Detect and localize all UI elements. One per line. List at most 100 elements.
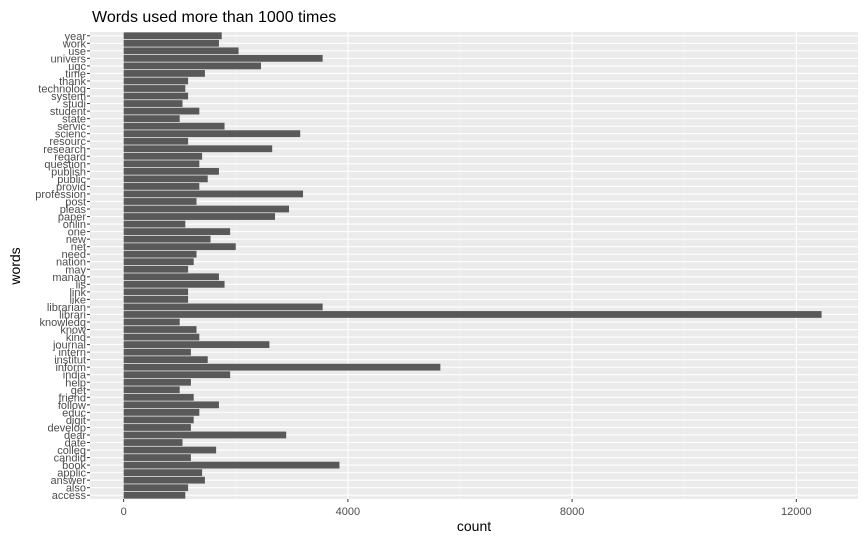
- bar-research: [123, 145, 273, 153]
- x-tick-label: 0: [121, 506, 127, 518]
- y-tick-label-develop: develop: [47, 422, 86, 434]
- y-tick-label-applic: applic: [57, 468, 86, 480]
- y-tick-label-year: year: [65, 31, 87, 43]
- y-tick-label-educ: educ: [62, 407, 86, 419]
- y-tick-label-state: state: [62, 114, 86, 126]
- bar-book: [123, 461, 340, 469]
- chart-title: Words used more than 1000 times: [92, 9, 336, 26]
- bar-nation: [123, 258, 194, 266]
- y-tick-label-friend: friend: [58, 392, 86, 404]
- y-tick-label-india: india: [63, 370, 87, 382]
- y-tick-label-dear: dear: [64, 430, 86, 442]
- y-tick-label-studi: studi: [63, 99, 86, 111]
- y-tick-label-institut: institut: [54, 355, 86, 367]
- plot-panel: [90, 32, 858, 499]
- y-tick-label-question: question: [44, 159, 86, 171]
- y-tick-label-work: work: [62, 38, 87, 50]
- y-tick-label-librarian: librarian: [47, 302, 86, 314]
- bar-post: [123, 198, 197, 205]
- bar-follow: [123, 401, 219, 409]
- bar-state: [123, 115, 180, 123]
- y-axis-ticks: accessalsoanswerapplicbookcandidcollegda…: [35, 31, 90, 502]
- bar-question: [123, 160, 200, 168]
- y-tick-label-kind: kind: [66, 332, 86, 344]
- y-tick-label-manag: manag: [52, 272, 86, 284]
- y-tick-label-pleas: pleas: [60, 204, 87, 216]
- bar-like: [123, 296, 189, 303]
- bar-knowledg: [123, 318, 180, 326]
- y-tick-label-answer: answer: [51, 475, 87, 487]
- y-tick-label-profession: profession: [35, 189, 86, 201]
- bar-date: [123, 439, 183, 446]
- bar-servic: [123, 122, 225, 130]
- bar-manag: [123, 273, 219, 281]
- y-tick-label-inform: inform: [55, 362, 86, 374]
- bar-regard: [123, 152, 203, 160]
- bar-also: [123, 484, 189, 492]
- y-tick-label-librari: librari: [59, 309, 86, 321]
- bar-get: [123, 386, 180, 394]
- bar-thank: [123, 77, 189, 85]
- x-tick-label: 4000: [336, 506, 360, 518]
- x-axis-label: count: [457, 518, 491, 534]
- y-tick-label-help: help: [65, 377, 86, 389]
- bar-work: [123, 39, 219, 47]
- bar-lis: [123, 280, 225, 288]
- bar-one: [123, 228, 231, 235]
- y-tick-label-scienc: scienc: [55, 129, 87, 141]
- y-axis-label: words: [7, 247, 23, 285]
- bar-studi: [123, 100, 183, 107]
- y-tick-label-onlin: onlin: [63, 219, 86, 231]
- bar-new: [123, 235, 211, 243]
- bar-intern: [123, 348, 191, 356]
- y-tick-label-need: need: [62, 249, 86, 261]
- y-tick-label-student: student: [50, 106, 86, 118]
- bar-institut: [123, 356, 208, 364]
- y-tick-label-digit: digit: [66, 415, 86, 427]
- x-tick-label: 12000: [781, 506, 812, 518]
- bar-student: [123, 107, 200, 115]
- bar-resourc: [123, 137, 189, 145]
- y-tick-label-publish: publish: [51, 166, 86, 178]
- y-tick-label-servic: servic: [57, 121, 86, 133]
- bar-applic: [123, 469, 203, 477]
- y-tick-label-resourc: resourc: [49, 136, 86, 148]
- bar-publish: [123, 167, 219, 175]
- y-tick-label-time: time: [65, 68, 86, 80]
- bar-candid: [123, 454, 191, 461]
- bar-access: [123, 491, 186, 499]
- bar-digit: [123, 416, 194, 424]
- y-tick-label-technolog: technolog: [38, 83, 86, 95]
- y-tick-label-may: may: [65, 264, 86, 276]
- y-tick-label-provid: provid: [56, 181, 86, 193]
- y-tick-label-system: system: [51, 91, 86, 103]
- bar-onlin: [123, 220, 186, 228]
- bar-may: [123, 265, 189, 273]
- bar-librari: [123, 311, 822, 318]
- bar-technolog: [123, 85, 186, 92]
- y-tick-label-lis: lis: [76, 279, 87, 291]
- x-axis-ticks: 0 4000 8000 12000: [121, 499, 812, 518]
- y-tick-label-also: also: [66, 483, 86, 495]
- bar-educ: [123, 408, 200, 416]
- y-tick-label-date: date: [65, 438, 86, 450]
- y-tick-label-book: book: [62, 460, 86, 472]
- bar-dear: [123, 431, 287, 439]
- y-tick-label-follow: follow: [58, 400, 86, 412]
- y-tick-label-univers: univers: [51, 53, 87, 65]
- bar-year: [123, 32, 222, 40]
- bar-paper: [123, 213, 275, 220]
- y-tick-label-paper: paper: [58, 212, 86, 224]
- y-tick-label-access: access: [52, 490, 87, 502]
- y-tick-label-journal: journal: [52, 340, 86, 352]
- bar-kind: [123, 333, 200, 341]
- bar-ugc: [123, 62, 261, 70]
- bar-system: [123, 92, 189, 100]
- bar-help: [123, 378, 191, 386]
- bar-univers: [123, 54, 323, 62]
- y-tick-label-regard: regard: [54, 151, 86, 163]
- y-tick-label-nation: nation: [56, 257, 86, 269]
- bar-net: [123, 243, 236, 251]
- bar-answer: [123, 476, 205, 484]
- y-tick-label-candid: candid: [54, 453, 86, 465]
